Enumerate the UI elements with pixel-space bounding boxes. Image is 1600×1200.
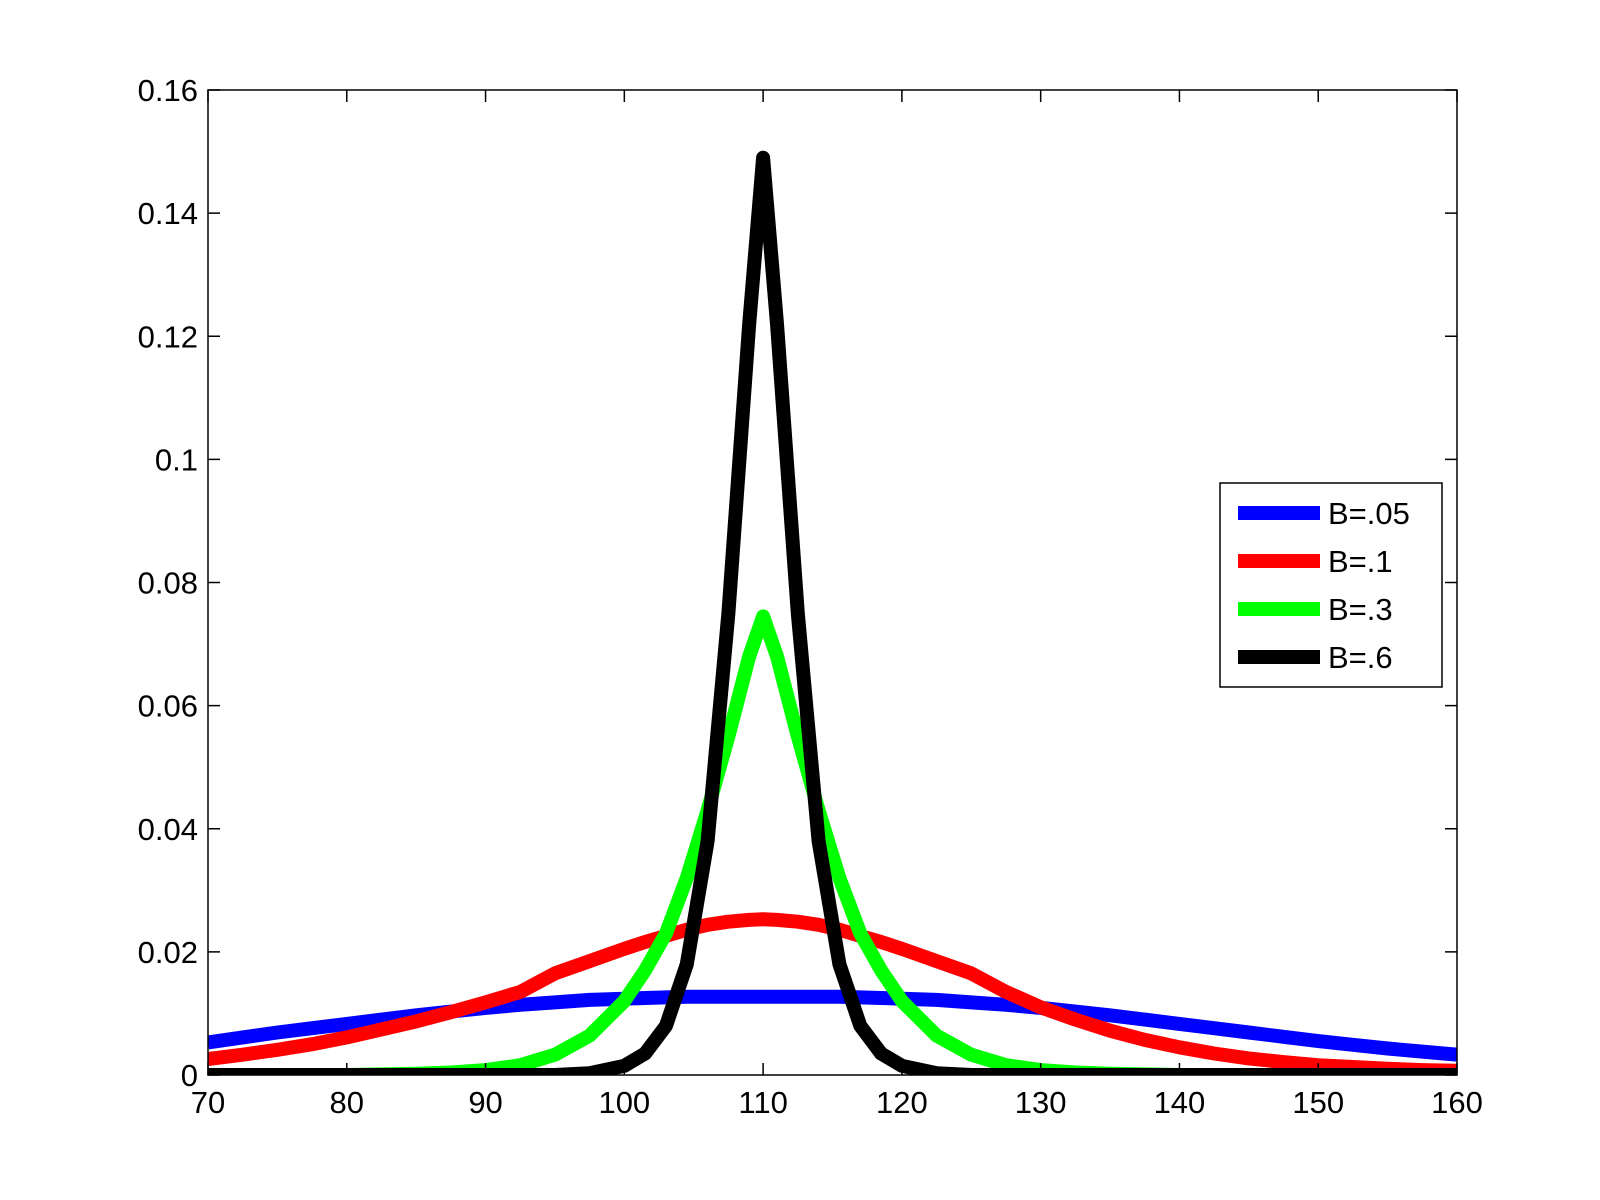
x-tick-label: 150 bbox=[1292, 1085, 1344, 1120]
legend-label-3: B=.3 bbox=[1328, 592, 1393, 627]
x-tick-label: 130 bbox=[1015, 1085, 1067, 1120]
x-tick-label: 100 bbox=[598, 1085, 650, 1120]
x-tick-label: 90 bbox=[468, 1085, 502, 1120]
legend-label-2: B=.1 bbox=[1328, 544, 1393, 579]
y-tick-label: 0.02 bbox=[138, 935, 198, 970]
x-tick-label: 140 bbox=[1154, 1085, 1206, 1120]
x-tick-label: 80 bbox=[330, 1085, 364, 1120]
series-line-4 bbox=[208, 150, 1457, 1075]
legend-label-4: B=.6 bbox=[1328, 640, 1393, 675]
y-tick-label: 0.12 bbox=[138, 319, 198, 354]
series-line-2 bbox=[208, 912, 1457, 1075]
legend-label-1: B=.05 bbox=[1328, 496, 1410, 531]
x-tick-label: 120 bbox=[876, 1085, 928, 1120]
legend: B=.05 B=.1 B=.3 B=.6 bbox=[1219, 482, 1443, 688]
x-tick-label: 110 bbox=[738, 1085, 787, 1120]
y-tick-label: 0.04 bbox=[138, 812, 198, 847]
x-tick-label: 160 bbox=[1431, 1085, 1483, 1120]
tick-layer: 70 80 90 100 110 120 130 140 150 160 0 0.02 0.04 0.06… bbox=[138, 73, 1483, 1120]
series-layer bbox=[208, 150, 1457, 1075]
x-tick-label: 70 bbox=[191, 1085, 225, 1120]
y-tick-label: 0 bbox=[181, 1058, 198, 1093]
y-tick-label: 0.08 bbox=[138, 566, 198, 601]
y-tick-label: 0.06 bbox=[138, 689, 198, 724]
y-tick-label: 0.1 bbox=[155, 442, 198, 477]
y-tick-label: 0.14 bbox=[138, 196, 198, 231]
y-tick-label: 0.16 bbox=[138, 73, 198, 108]
